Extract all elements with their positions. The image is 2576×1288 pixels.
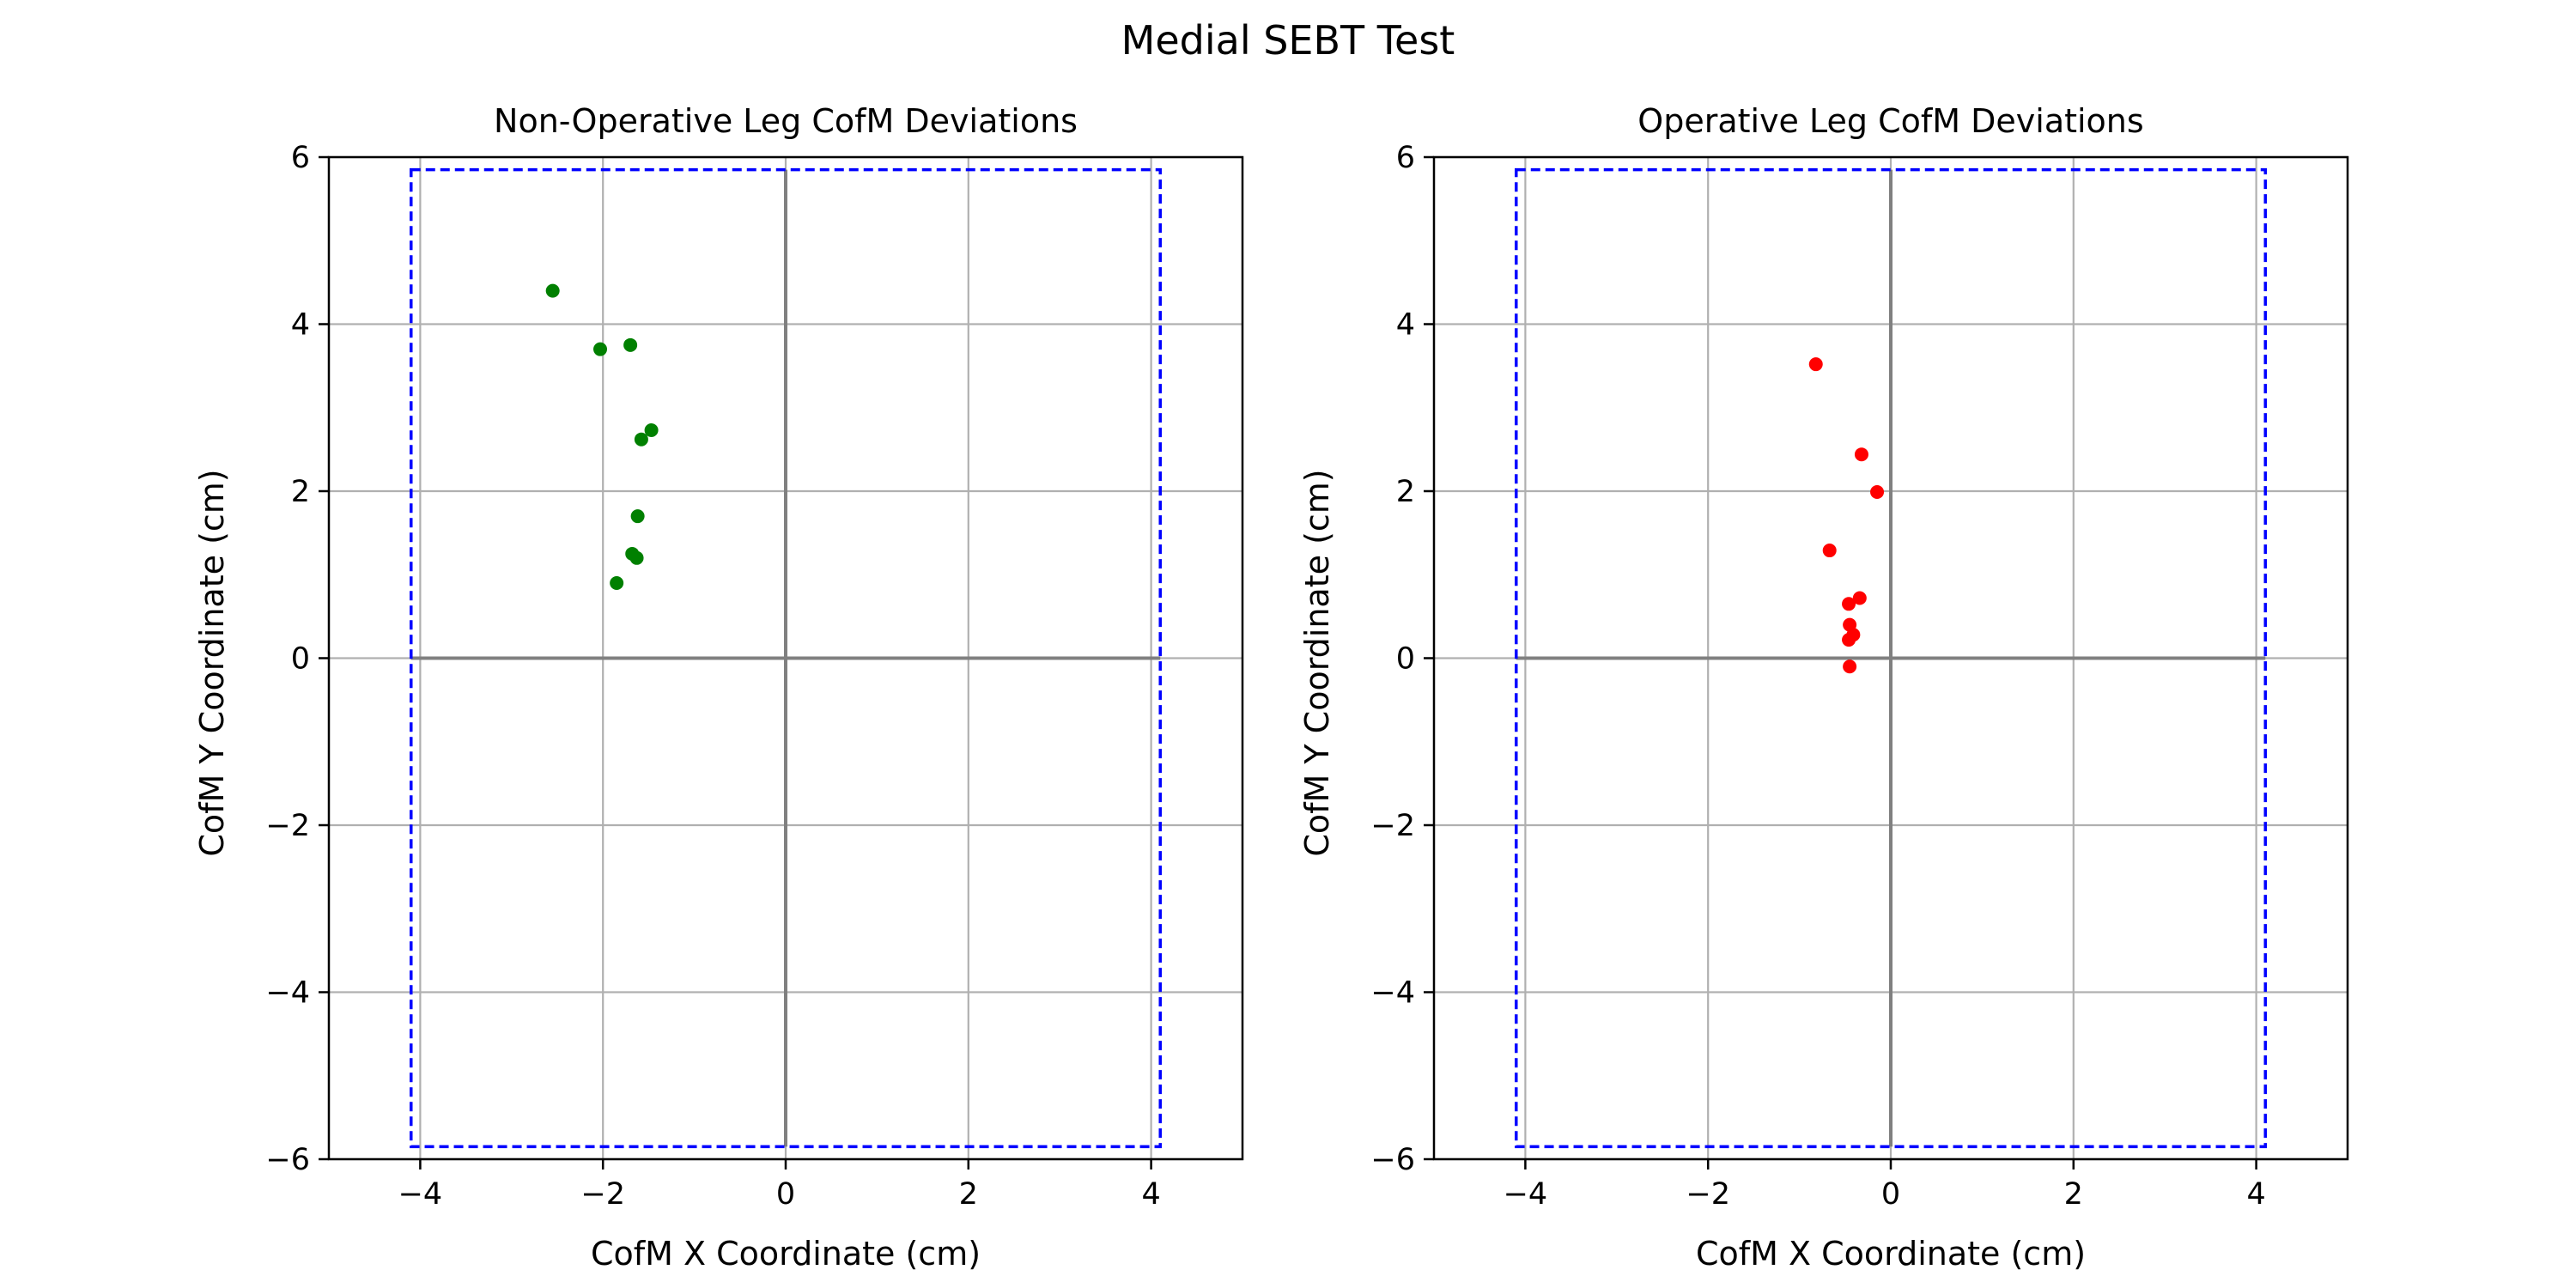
left-data-point-0 [545, 283, 560, 298]
right-x-tick-label-0: −4 [1504, 1177, 1548, 1212]
right-y-tick-label-2: −2 [1370, 809, 1415, 843]
left-y-tick-label-0: −6 [265, 1143, 310, 1177]
left-x-tick-label-3: 2 [959, 1177, 978, 1212]
right-x-axis-label: CofM X Coordinate (cm) [1696, 1235, 2086, 1273]
left-y-tick-label-1: −4 [265, 976, 310, 1011]
right-data-point-9 [1843, 659, 1857, 674]
right-data-point-5 [1842, 597, 1856, 611]
right-x-tick-label-2: 0 [1881, 1177, 1900, 1212]
left-x-tick-label-2: 0 [776, 1177, 795, 1212]
left-panel-title: Non-Operative Leg CofM Deviations [494, 102, 1078, 140]
right-y-tick-label-4: 2 [1396, 475, 1415, 509]
left-data-point-1 [593, 342, 608, 356]
left-panel-non-operative: Non-Operative Leg CofM Deviations CofM X… [193, 102, 1244, 1273]
right-data-point-1 [1854, 447, 1868, 462]
left-data-point-3 [644, 423, 659, 438]
left-x-tick-label-1: −2 [580, 1177, 625, 1212]
right-panel-title: Operative Leg CofM Deviations [1637, 102, 2143, 140]
right-y-axis-label: CofM Y Coordinate (cm) [1298, 469, 1336, 856]
right-x-tick-label-4: 4 [2246, 1177, 2265, 1212]
right-boundary-rectangle [1515, 167, 2267, 1149]
right-y-tick-label-0: −6 [1370, 1143, 1415, 1177]
left-y-tick-label-4: 2 [291, 475, 310, 509]
left-y-tick-label-3: 0 [291, 642, 310, 677]
right-data-point-2 [1870, 484, 1885, 499]
left-x-tick-label-0: −4 [398, 1177, 443, 1212]
left-boundary-rectangle [410, 167, 1162, 1149]
right-data-point-3 [1822, 544, 1837, 558]
right-y-tick-label-3: 0 [1396, 642, 1415, 677]
left-data-point-2 [623, 337, 638, 352]
right-y-tick-label-6: 6 [1396, 141, 1415, 175]
right-x-tick-label-3: 2 [2064, 1177, 2083, 1212]
left-data-point-4 [634, 432, 648, 447]
left-data-point-7 [629, 550, 644, 565]
left-y-tick-label-2: −2 [265, 809, 310, 843]
right-data-point-0 [1808, 357, 1823, 372]
left-x-tick-label-4: 4 [1141, 1177, 1160, 1212]
left-data-point-8 [610, 575, 624, 590]
right-data-point-4 [1852, 591, 1867, 605]
right-x-tick-label-1: −2 [1686, 1177, 1730, 1212]
left-x-axis-label: CofM X Coordinate (cm) [591, 1235, 981, 1273]
left-y-tick-label-5: 4 [291, 308, 310, 343]
right-panel-operative: Operative Leg CofM Deviations CofM X Coo… [1298, 102, 2349, 1273]
right-y-tick-label-1: −4 [1370, 976, 1415, 1011]
right-y-tick-label-5: 4 [1396, 308, 1415, 343]
left-data-point-5 [630, 509, 645, 524]
right-data-point-8 [1842, 633, 1856, 647]
left-y-axis-label: CofM Y Coordinate (cm) [193, 469, 231, 856]
figure-title: Medial SEBT Test [1121, 17, 1455, 64]
left-y-tick-label-6: 6 [291, 141, 310, 175]
